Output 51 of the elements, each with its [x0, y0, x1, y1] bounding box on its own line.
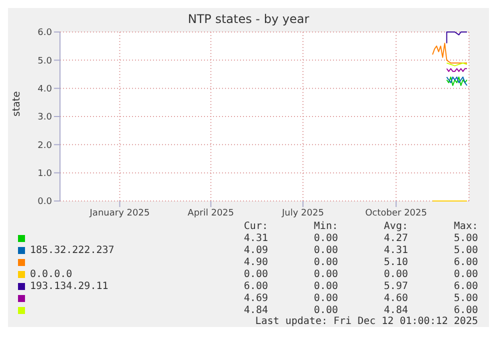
text: 4.27 — [382, 232, 408, 244]
y-tick-label: 6.0 — [38, 28, 52, 38]
text: 0.00 — [312, 280, 338, 292]
y-axis-title: state — [12, 91, 23, 116]
text: 0.00 — [312, 268, 338, 280]
legend-label: 193.134.29.11 — [30, 280, 110, 292]
text: 4.31 — [242, 232, 268, 244]
legend-label: 0.0.0.0 — [30, 268, 74, 280]
text: 6.00 — [452, 304, 478, 316]
text: Cur: — [242, 221, 268, 232]
text: Min: — [312, 221, 338, 232]
text: 0.00 — [312, 256, 338, 268]
y-tick-label: 2.0 — [38, 140, 52, 151]
x-tick-label: July 2025 — [280, 208, 324, 218]
text: 4.60 — [382, 292, 408, 304]
text: 5.00 — [452, 244, 478, 256]
text: Max: — [452, 221, 478, 232]
y-tick-label: 1.0 — [38, 169, 52, 180]
text: 4.31 — [382, 244, 408, 256]
text: 5.97 — [382, 280, 408, 292]
x-tick-label: April 2025 — [188, 208, 234, 218]
text: 0.00 — [382, 268, 408, 280]
text: Avg: — [382, 221, 408, 232]
line-series — [432, 42, 468, 64]
text: 4.84 — [242, 304, 268, 316]
text: 0.00 — [312, 232, 338, 244]
text: Last update: Fri Dec 12 01:00:12 2025 — [254, 316, 478, 327]
text: 6.00 — [452, 280, 478, 292]
text: 4.84 — [382, 304, 408, 316]
text: 4.09 — [242, 244, 268, 256]
x-tick-label: January 2025 — [88, 208, 150, 218]
text: 4.69 — [242, 292, 268, 304]
text: 5.00 — [452, 292, 478, 304]
text: 0.00 — [242, 268, 268, 280]
x-tick-label: October 2025 — [365, 208, 428, 218]
text: 5.00 — [452, 232, 478, 244]
text: 0.00 — [452, 268, 478, 280]
y-tick-label: 0.0 — [38, 197, 52, 208]
chart-title: NTP states - by year — [186, 11, 310, 26]
line-series — [446, 76, 468, 86]
text: 0.00 — [312, 292, 338, 304]
text: 0.00 — [312, 244, 338, 256]
text: 6.00 — [242, 280, 268, 292]
text: 0.00 — [312, 304, 338, 316]
text: 4.90 — [242, 256, 268, 268]
legend-label: 185.32.222.237 — [30, 244, 116, 256]
text: 5.10 — [382, 256, 408, 268]
text: 6.00 — [452, 256, 478, 268]
y-tick-label: 3.0 — [38, 112, 52, 123]
y-tick-label: 5.0 — [38, 56, 52, 66]
y-tick-label: 4.0 — [38, 84, 52, 95]
